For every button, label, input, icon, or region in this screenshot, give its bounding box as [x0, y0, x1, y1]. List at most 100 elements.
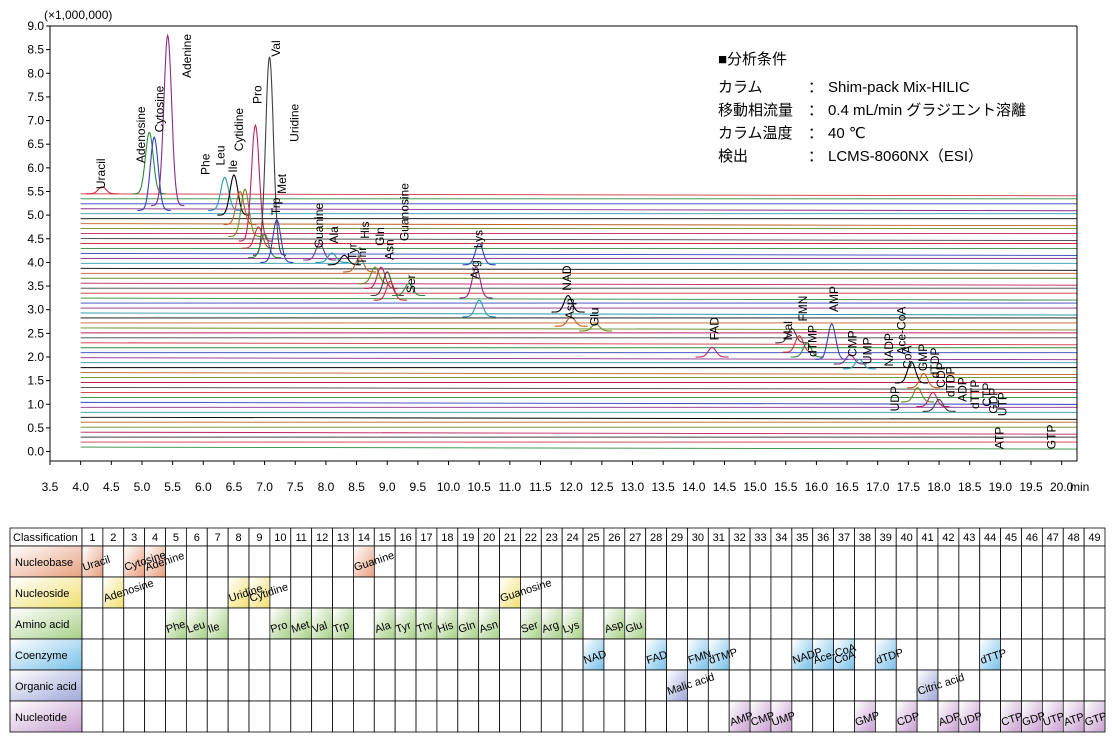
table-cell [436, 638, 459, 671]
table-cell [854, 545, 876, 578]
trace-baseline [80, 446, 1078, 450]
filled-cell [124, 546, 145, 577]
table-cell [540, 669, 563, 702]
table-cell [812, 576, 834, 609]
filled-cell [374, 608, 395, 639]
x-tick-label: 18.5 [958, 480, 982, 494]
table-cell [311, 669, 333, 702]
analysis-conditions: ■分析条件 カラム ： Shim-pack Mix-HILIC 移動相流量 ： … [718, 51, 1026, 165]
y-tick-label: 7.0 [27, 114, 44, 128]
x-tick-label: 4.5 [103, 480, 120, 494]
table-cell [958, 576, 981, 609]
table-cell [1021, 607, 1043, 640]
column-number: 11 [296, 532, 307, 544]
table-cell [123, 700, 146, 733]
table-cell [373, 700, 396, 733]
table-cell [332, 669, 354, 702]
cond-sep-4: ： [808, 148, 823, 165]
filled-cell [1084, 701, 1105, 732]
peak-label: Ace-CoA [894, 307, 908, 355]
x-tick-label: 10.5 [468, 480, 492, 494]
table-cell [916, 545, 939, 578]
x-tick-label: 19.5 [1019, 480, 1043, 494]
peak-label: Cytosine [152, 85, 166, 132]
column-number: 46 [1026, 532, 1038, 544]
trace-baseline [80, 416, 1078, 420]
table-cell [1021, 545, 1043, 578]
row-header-cell [9, 638, 83, 671]
column-number: 25 [587, 532, 599, 544]
cond-key-4: 検出 [718, 148, 748, 165]
table-cell [248, 545, 271, 578]
table-cell [624, 576, 647, 609]
table-cell [353, 669, 375, 702]
filled-cell [353, 546, 374, 577]
peak-met [248, 233, 282, 259]
y-tick-label: 6.5 [27, 137, 44, 151]
column-number: 28 [650, 532, 662, 544]
peak-ser [392, 283, 426, 297]
peak-guanosine [373, 280, 407, 301]
column-number: 44 [984, 532, 996, 544]
y-tick-label: 8.5 [27, 43, 44, 57]
x-tick-label: 7.0 [256, 480, 273, 494]
column-number: 34 [775, 532, 787, 544]
filled-cell [312, 608, 333, 639]
table-cell [248, 700, 271, 733]
table-cell [937, 576, 960, 609]
filled-cell [750, 701, 771, 732]
peak-label: dTTP [968, 380, 982, 409]
table-cell [979, 545, 1002, 578]
y-tick-label: 8.0 [27, 66, 44, 80]
peak-label: Asp [563, 298, 577, 319]
table-cell [1083, 576, 1106, 609]
peak-label: CoA [900, 345, 914, 368]
trace-baseline [80, 208, 1078, 212]
filled-cell [917, 670, 938, 701]
table-cell [979, 607, 1002, 640]
filled-cell [687, 639, 708, 670]
peak-label: dTDP [928, 348, 942, 379]
table-cell [728, 669, 751, 702]
peak-label: Phe [198, 153, 212, 175]
x-tick-label: 9.0 [379, 480, 396, 494]
table-cell [144, 607, 166, 640]
peak-arg [459, 266, 493, 299]
trace-baseline [80, 252, 1078, 256]
compound-label: Asp [603, 619, 625, 636]
table-cell [874, 545, 897, 578]
table-cell [1000, 669, 1022, 702]
peak-fmn [782, 335, 816, 353]
column-number: 35 [796, 532, 808, 544]
peak-asp [554, 316, 588, 327]
table-cell [102, 638, 125, 671]
table-cell [457, 669, 480, 702]
table-cell [603, 576, 626, 609]
table-cell [144, 700, 166, 733]
table-cell [561, 669, 584, 702]
x-tick-label: 19.0 [989, 480, 1013, 494]
column-number: 30 [692, 532, 704, 544]
table-cell [561, 545, 584, 578]
column-number: 16 [399, 532, 411, 544]
peak-label: Pro [251, 85, 265, 104]
table-cell [227, 607, 250, 640]
table-cell [227, 669, 250, 702]
filled-cell [207, 608, 228, 639]
peak-label: Uridine [287, 104, 301, 142]
filled-cell [854, 701, 875, 732]
table-cell [311, 545, 333, 578]
peak-label: AMP [827, 286, 841, 312]
x-tick-label: 11.5 [529, 480, 552, 494]
filled-cell [646, 639, 667, 670]
filled-cell [1021, 701, 1042, 732]
column-number: 22 [525, 532, 537, 544]
cond-val-3: 40 ℃ [828, 125, 866, 142]
peak-coa [894, 361, 928, 384]
column-number: 17 [420, 532, 432, 544]
table-cell [1062, 545, 1085, 578]
table-header-label: Classification [13, 532, 78, 544]
filled-cell [1042, 701, 1063, 732]
column-number: 14 [358, 532, 370, 544]
table-cell [81, 576, 104, 609]
